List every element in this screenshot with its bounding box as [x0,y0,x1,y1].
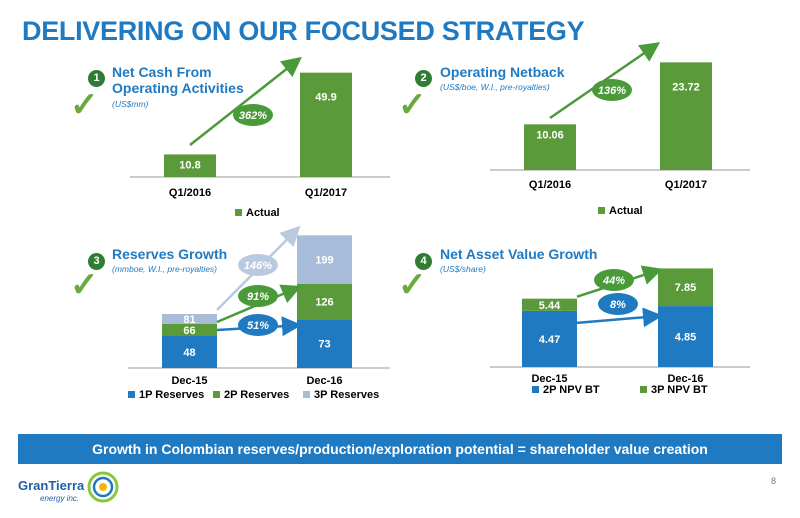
panel-subtitle: (US$/boe, W.I., pre-royalties) [440,82,550,92]
panel-title-line2: Operating Activities [112,80,244,96]
legend-item-swatch [303,391,310,398]
bar [524,124,576,170]
data-label: 126 [315,297,333,309]
bar [660,62,712,171]
tick-label: Dec-15 [171,375,207,387]
panel-number: 2 [415,70,432,87]
logo-text: GranTierra [18,478,85,493]
tick-label: Q1/2016 [169,187,211,199]
bar-segment [297,235,352,284]
data-label: 4.47 [539,334,560,346]
growth-annotation: 362% [239,110,267,122]
summary-banner: Growth in Colombian reserves/production/… [18,434,782,464]
logo-subtext: energy inc. [40,494,80,503]
bar-segment [162,314,217,324]
legend-item: Actual [246,207,280,219]
bar-segment [658,268,713,307]
growth-annotation-1p-bubble [238,314,278,336]
bar-segment [162,336,217,368]
growth-annotation-2p-bubble [238,285,278,307]
growth-arrow-2p [576,307,663,328]
bar-segment [658,306,713,367]
tick-label: Dec-16 [667,373,703,385]
bar-segment [162,324,217,336]
growth-annotation-1p: 51% [247,320,269,332]
data-label: 49.9 [315,92,336,104]
panel-title: Net Asset Value Growth [440,246,598,262]
data-label: 23.72 [672,81,700,93]
growth-annotation-2p-bubble [598,293,638,315]
legend-item-swatch [532,386,539,393]
bar-segment [522,298,577,311]
bar-segment [522,310,577,367]
checkmark-icon: ✓ [398,86,427,124]
panel-subtitle: (US$/share) [440,264,486,274]
legend-item-swatch [128,391,135,398]
tick-label: Q1/2016 [529,179,571,191]
tick-label: Q1/2017 [665,179,707,191]
data-label: 4.85 [675,332,696,344]
logo-icon [87,471,119,503]
panel-title: Reserves Growth [112,246,228,262]
panel-number: 4 [415,253,432,270]
data-label: 7.85 [675,282,696,294]
checkmark-icon: ✓ [70,266,99,304]
legend-item: Actual [609,205,643,217]
data-label: 199 [315,255,333,267]
growth-annotation-3p-bubble [238,254,278,276]
data-label: 48 [183,347,195,359]
page-number: 8 [770,476,776,486]
data-label: 81 [183,314,195,326]
legend-item-swatch [213,391,220,398]
tick-label: Dec-15 [531,373,567,385]
legend-item: 3P NPV BT [651,384,708,396]
growth-annotation-3p: 44% [602,275,625,287]
checkmark-icon: ✓ [398,266,427,304]
checkmark-icon: ✓ [70,86,99,124]
panel-title: Net Cash From [112,64,212,80]
panel-subtitle: (US$mm) [112,99,149,109]
growth-annotation-2p: 91% [247,291,269,303]
page-title: DELIVERING ON OUR FOCUSED STRATEGY [22,16,585,46]
bar [300,72,352,177]
legend-item: 2P Reserves [224,389,289,401]
growth-annotation-2p: 8% [610,299,626,311]
data-label: 66 [183,325,195,337]
growth-annotation-3p: 146% [244,260,272,272]
bar-segment [297,284,352,320]
panel-number: 1 [88,70,105,87]
legend-item-swatch [640,386,647,393]
panel-subtitle: (mmboe, W.I., pre-royalties) [112,264,218,274]
bar [164,154,216,177]
legend-item-swatch [235,209,242,216]
tick-label: Dec-16 [306,375,342,387]
panel-number: 3 [88,253,105,270]
data-label: 10.8 [179,159,200,171]
tick-label: Q1/2017 [305,187,347,199]
data-label: 5.44 [539,300,561,312]
growth-annotation: 136% [598,85,626,97]
growth-arrow [189,56,302,146]
legend-item: 2P NPV BT [543,384,600,396]
charts-canvas: 10.8 Q1/2016 49.9 Q1/2017 362% Actual 10.06 Q1/… [128,42,750,401]
legend-item: 1P Reserves [139,389,204,401]
panel-title: Operating Netback [440,64,565,80]
data-label: 73 [318,339,330,351]
bar-segment [297,319,352,368]
growth-annotation-bubble [233,104,273,126]
growth-annotation-3p-bubble [594,269,634,291]
growth-annotation-bubble [592,79,632,101]
legend-item-swatch [598,207,605,214]
legend-item: 3P Reserves [314,389,379,401]
data-label: 10.06 [536,129,564,141]
